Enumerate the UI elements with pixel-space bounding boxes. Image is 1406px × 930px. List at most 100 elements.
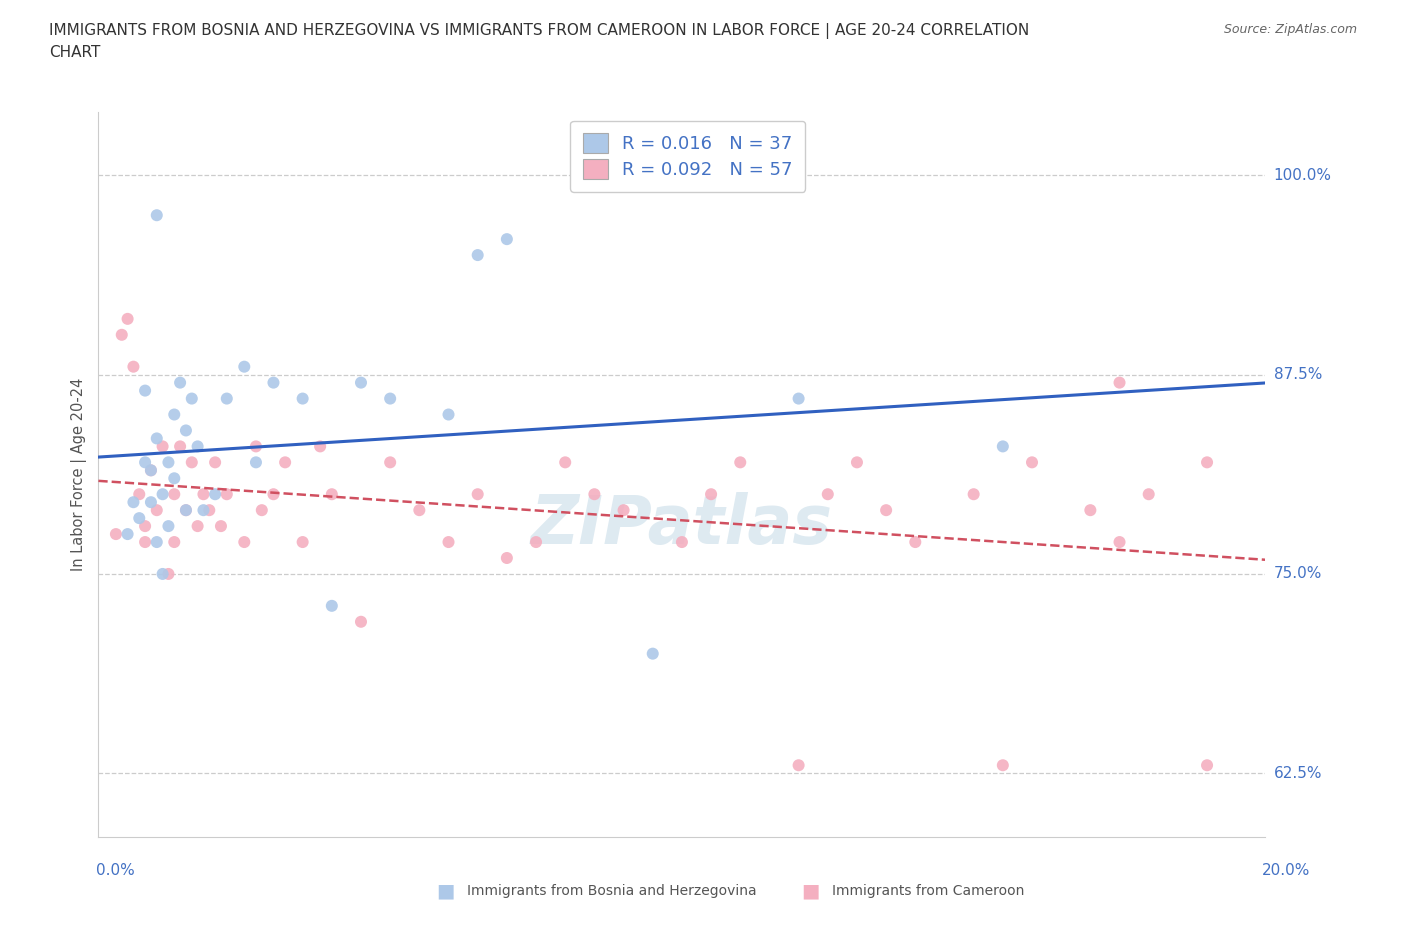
Point [245,455,267,470]
Point [321,598,343,613]
Text: CHART: CHART [49,45,101,60]
Point [671,535,693,550]
Point [250,503,273,518]
Point [169,375,191,390]
Point [350,615,373,630]
Point [991,758,1014,773]
Point [245,439,267,454]
Text: Immigrants from Bosnia and Herzegovina: Immigrants from Bosnia and Herzegovina [467,884,756,898]
Point [274,455,297,470]
Point [496,551,519,565]
Point [1195,455,1218,470]
Point [1137,486,1160,501]
Point [408,503,430,518]
Point [262,375,284,390]
Point [111,327,134,342]
Point [198,503,221,518]
Point [152,566,174,581]
Text: ■: ■ [801,882,820,900]
Point [204,455,226,470]
Point [215,486,238,501]
Text: 20.0%: 20.0% [1263,863,1310,878]
Point [875,503,897,518]
Point [117,312,139,326]
Point [152,439,174,454]
Point [146,503,169,518]
Legend: R = 0.016   N = 37, R = 0.092   N = 57: R = 0.016 N = 37, R = 0.092 N = 57 [569,121,806,192]
Point [991,439,1014,454]
Point [309,439,332,454]
Point [134,455,156,470]
Point [187,519,209,534]
Point [146,207,169,222]
Point [163,486,186,501]
Point [104,526,127,541]
Point [157,519,180,534]
Point [321,486,343,501]
Text: Source: ZipAtlas.com: Source: ZipAtlas.com [1223,23,1357,36]
Point [437,407,460,422]
Point [134,383,156,398]
Point [163,535,186,550]
Point [554,455,576,470]
Point [169,439,191,454]
Point [730,455,752,470]
Point [467,486,489,501]
Point [157,455,180,470]
Point [117,526,139,541]
Text: 87.5%: 87.5% [1274,367,1322,382]
Point [1021,455,1043,470]
Point [700,486,723,501]
Point [122,495,145,510]
Text: ■: ■ [436,882,454,900]
Point [163,471,186,485]
Text: Immigrants from Cameroon: Immigrants from Cameroon [832,884,1025,898]
Point [128,511,150,525]
Point [350,375,373,390]
Point [1195,758,1218,773]
Point [233,535,256,550]
Point [134,519,156,534]
Point [204,486,226,501]
Point [583,486,606,501]
Text: 75.0%: 75.0% [1274,566,1322,581]
Point [291,392,314,406]
Point [139,463,162,478]
Point [524,535,547,550]
Point [1108,535,1130,550]
Point [380,455,402,470]
Point [904,535,927,550]
Point [467,247,489,262]
Y-axis label: In Labor Force | Age 20-24: In Labor Force | Age 20-24 [72,378,87,571]
Point [846,455,869,470]
Point [437,535,460,550]
Text: 100.0%: 100.0% [1274,168,1331,183]
Point [787,758,810,773]
Text: 62.5%: 62.5% [1274,765,1322,780]
Point [180,455,202,470]
Point [187,439,209,454]
Point [139,463,162,478]
Point [134,535,156,550]
Point [291,535,314,550]
Point [262,486,284,501]
Text: ZIPatlas: ZIPatlas [531,492,832,558]
Point [122,359,145,374]
Point [612,503,634,518]
Point [174,503,197,518]
Point [1080,503,1102,518]
Point [233,359,256,374]
Point [641,646,664,661]
Point [174,423,197,438]
Point [496,232,519,246]
Point [152,486,174,501]
Point [128,486,150,501]
Point [139,495,162,510]
Point [174,503,197,518]
Point [962,486,984,501]
Point [163,407,186,422]
Point [380,392,402,406]
Point [146,535,169,550]
Point [180,392,202,406]
Point [817,486,839,501]
